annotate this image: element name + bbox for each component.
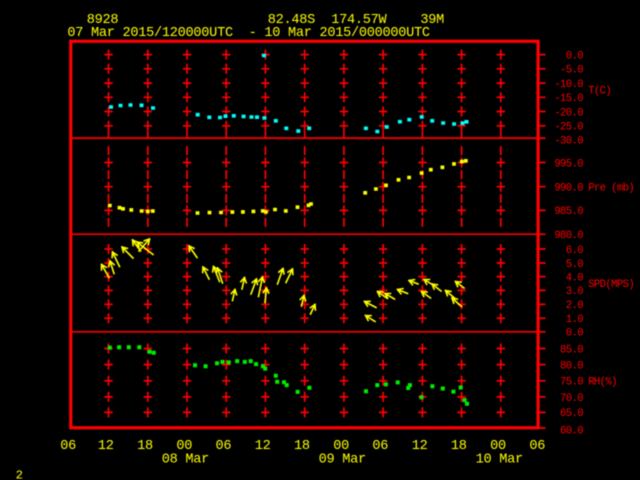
svg-text:8928: 8928 [87,13,119,28]
svg-text:985.0: 985.0 [554,206,583,218]
svg-text:06: 06 [216,439,232,454]
svg-text:70.0: 70.0 [560,393,583,405]
svg-text:39M: 39M [420,13,444,28]
svg-text:-10.0: -10.0 [554,79,583,91]
svg-text:995.0: 995.0 [554,158,583,170]
svg-text:-5.0: -5.0 [560,65,583,77]
svg-text:18: 18 [294,439,310,454]
svg-text:60.0: 60.0 [560,425,583,437]
svg-text:2.0: 2.0 [566,300,583,312]
svg-text:174.57W: 174.57W [331,13,387,28]
svg-text:-20.0: -20.0 [554,107,583,119]
svg-text:82.48S: 82.48S [268,13,315,28]
svg-text:00: 00 [176,439,192,454]
svg-text:00: 00 [490,439,506,454]
svg-text:18: 18 [451,439,467,454]
svg-text:00: 00 [333,439,349,454]
svg-text:80.0: 80.0 [560,361,583,373]
svg-text:3.0: 3.0 [566,286,583,298]
svg-text:6.0: 6.0 [566,245,583,257]
svg-text:-30.0: -30.0 [554,136,583,148]
svg-text:-15.0: -15.0 [554,93,583,105]
svg-text:65.0: 65.0 [560,408,583,420]
svg-text:990.0: 990.0 [554,183,583,195]
svg-text:06: 06 [529,439,545,454]
svg-text:12: 12 [412,439,428,454]
svg-text:0.0: 0.0 [566,328,583,340]
svg-text:980.0: 980.0 [554,230,583,242]
svg-text:12: 12 [255,439,271,454]
svg-text:-25.0: -25.0 [554,122,583,134]
svg-text:09 Mar: 09 Mar [319,453,366,468]
svg-text:1.0: 1.0 [566,314,583,326]
svg-text:RH(%): RH(%) [588,377,617,389]
svg-text:06: 06 [372,439,388,454]
svg-text:07 Mar 2015/120000UTC - 10 Ma: 07 Mar 2015/120000UTC - 10 Mar 2015/0000… [67,26,429,41]
svg-text:4.0: 4.0 [566,273,583,285]
svg-text:2: 2 [16,469,23,480]
svg-text:0.0: 0.0 [566,51,583,63]
svg-text:SPD(MPS): SPD(MPS) [588,279,634,291]
svg-text:18: 18 [137,439,153,454]
svg-text:08 Mar: 08 Mar [162,453,209,468]
svg-text:Pre (mb): Pre (mb) [588,183,634,195]
svg-text:12: 12 [98,439,114,454]
svg-text:T(C): T(C) [588,85,611,97]
svg-text:75.0: 75.0 [560,377,583,389]
svg-text:5.0: 5.0 [566,259,583,271]
svg-text:10 Mar: 10 Mar [476,453,523,468]
svg-text:85.0: 85.0 [560,344,583,356]
svg-text:06: 06 [60,439,76,454]
